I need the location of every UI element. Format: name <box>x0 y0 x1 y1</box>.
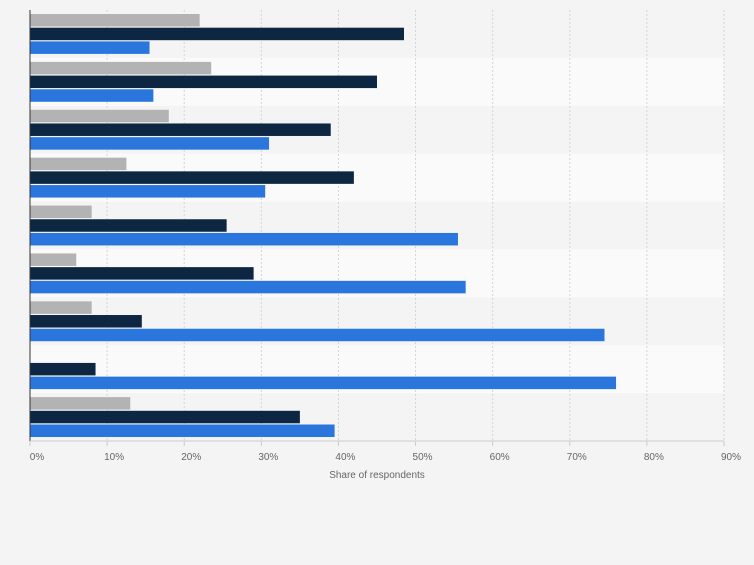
bar[interactable] <box>30 109 169 123</box>
x-axis: 0% 10% 20% 30% 40% 50% 60% 70% 80% 90% <box>29 10 741 463</box>
x-axis-label: Share of respondents <box>329 470 425 481</box>
x-tick-label: 60% <box>490 452 510 463</box>
bar[interactable] <box>30 13 200 27</box>
bar[interactable] <box>30 280 466 294</box>
x-tick-label: 30% <box>258 452 278 463</box>
bar[interactable] <box>30 137 270 150</box>
bar[interactable] <box>30 232 458 246</box>
bar[interactable] <box>30 75 377 89</box>
bar[interactable] <box>30 315 142 328</box>
bar[interactable] <box>30 397 131 410</box>
bar[interactable] <box>30 376 617 390</box>
bar[interactable] <box>30 253 77 266</box>
x-tick-label: 10% <box>104 452 124 463</box>
bar[interactable] <box>30 27 404 41</box>
x-tick-label: 40% <box>335 452 355 463</box>
bar[interactable] <box>30 219 227 232</box>
bar[interactable] <box>30 301 92 314</box>
bar[interactable] <box>30 362 96 376</box>
bar[interactable] <box>30 328 605 342</box>
bar[interactable] <box>30 267 254 280</box>
x-tick-label: 0% <box>30 452 45 463</box>
x-tick-label: 80% <box>644 452 664 463</box>
bar[interactable] <box>30 205 92 219</box>
x-tick-label: 70% <box>567 452 587 463</box>
bar[interactable] <box>30 424 335 438</box>
bar[interactable] <box>30 157 127 171</box>
bar[interactable] <box>30 89 154 102</box>
bar[interactable] <box>30 123 331 136</box>
bar[interactable] <box>30 61 212 75</box>
x-tick-label: 50% <box>413 452 433 463</box>
bar[interactable] <box>30 410 300 424</box>
bar[interactable] <box>30 185 266 198</box>
bars <box>30 13 617 438</box>
bar[interactable] <box>30 41 150 54</box>
x-tick-label: 20% <box>181 452 201 463</box>
x-tick-label: 90% <box>721 452 741 463</box>
bar[interactable] <box>30 171 354 184</box>
